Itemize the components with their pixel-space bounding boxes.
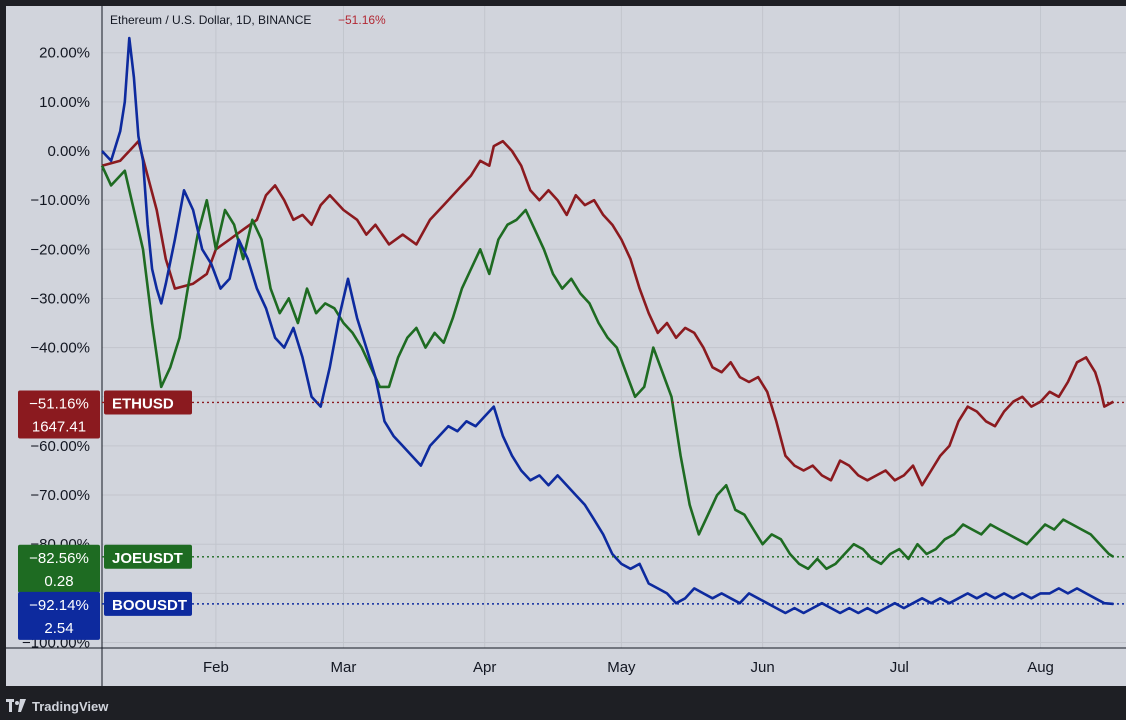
footer-bar: TradingView (0, 692, 1126, 720)
series-name-label: JOEUSDT (112, 550, 183, 567)
tradingview-logo-icon[interactable] (6, 699, 26, 713)
series-name-label: BOOUSDT (112, 597, 187, 614)
x-tick-label: May (607, 659, 636, 676)
plot-area-background (6, 6, 1126, 686)
y-tick-label: −60.00% (30, 438, 90, 455)
y-tick-label: 0.00% (47, 143, 90, 160)
price-badge-price: 1647.41 (32, 418, 86, 435)
price-badge-box (18, 591, 100, 640)
chart-title: Ethereum / U.S. Dollar, 1D, BINANCE −51.… (110, 13, 386, 27)
price-badge-pct: −51.16% (29, 395, 89, 412)
x-tick-label: Jun (751, 659, 775, 676)
price-lines (102, 401, 1126, 605)
chart-title-change: −51.16% (338, 13, 386, 27)
series-line-joeusdt[interactable] (100, 165, 1115, 571)
series-name-label: ETHUSD (112, 395, 174, 412)
series-layer (100, 36, 1115, 615)
price-badge-pct: −82.56% (29, 550, 89, 567)
y-tick-label: −10.00% (30, 192, 90, 209)
price-badge-pct: −92.14% (29, 597, 89, 614)
price-badge-price: 2.54 (44, 620, 73, 637)
y-tick-label: −30.00% (30, 290, 90, 307)
x-tick-label: Aug (1027, 659, 1054, 676)
price-badge-boousdt[interactable]: −92.14% 2.54 BOOUSDT (18, 591, 192, 640)
price-badge-box (18, 390, 100, 439)
axis-layer (6, 6, 1126, 686)
series-name-box (104, 390, 192, 415)
grid-layer (102, 6, 1126, 648)
price-badge-ethusd[interactable]: −51.16% 1647.41 ETHUSD (18, 390, 192, 439)
y-tick-label: 20.00% (39, 45, 90, 62)
price-badges: −51.16% 1647.41 ETHUSD −82.56% 0.28 JOEUSDT −9… (18, 390, 192, 640)
chart-canvas[interactable]: 20.00% 10.00% 0.00% −10.00% −20.00% −30.00% −4… (0, 0, 1126, 692)
x-tick-label: Mar (331, 659, 357, 676)
price-badge-box (18, 544, 100, 593)
footer-brand[interactable]: TradingView (32, 698, 109, 714)
y-tick-label: 10.00% (39, 94, 90, 111)
x-tick-labels: Feb Mar Apr May Jun Jul Aug (203, 659, 1054, 676)
price-badge-price: 0.28 (44, 573, 73, 590)
x-tick-label: Feb (203, 659, 229, 676)
y-tick-label: −40.00% (30, 340, 90, 357)
chart-title-text: Ethereum / U.S. Dollar, 1D, BINANCE (110, 13, 311, 27)
series-name-box (104, 544, 192, 569)
series-line-ethusd[interactable] (101, 139, 1115, 487)
x-tick-label: Apr (473, 659, 496, 676)
y-tick-label: −70.00% (30, 487, 90, 504)
price-badge-joeusdt[interactable]: −82.56% 0.28 JOEUSDT (18, 544, 192, 593)
series-line-boousdt[interactable] (101, 36, 1114, 615)
x-tick-label: Jul (890, 659, 909, 676)
series-name-box (104, 591, 192, 616)
y-tick-label: −20.00% (30, 241, 90, 258)
